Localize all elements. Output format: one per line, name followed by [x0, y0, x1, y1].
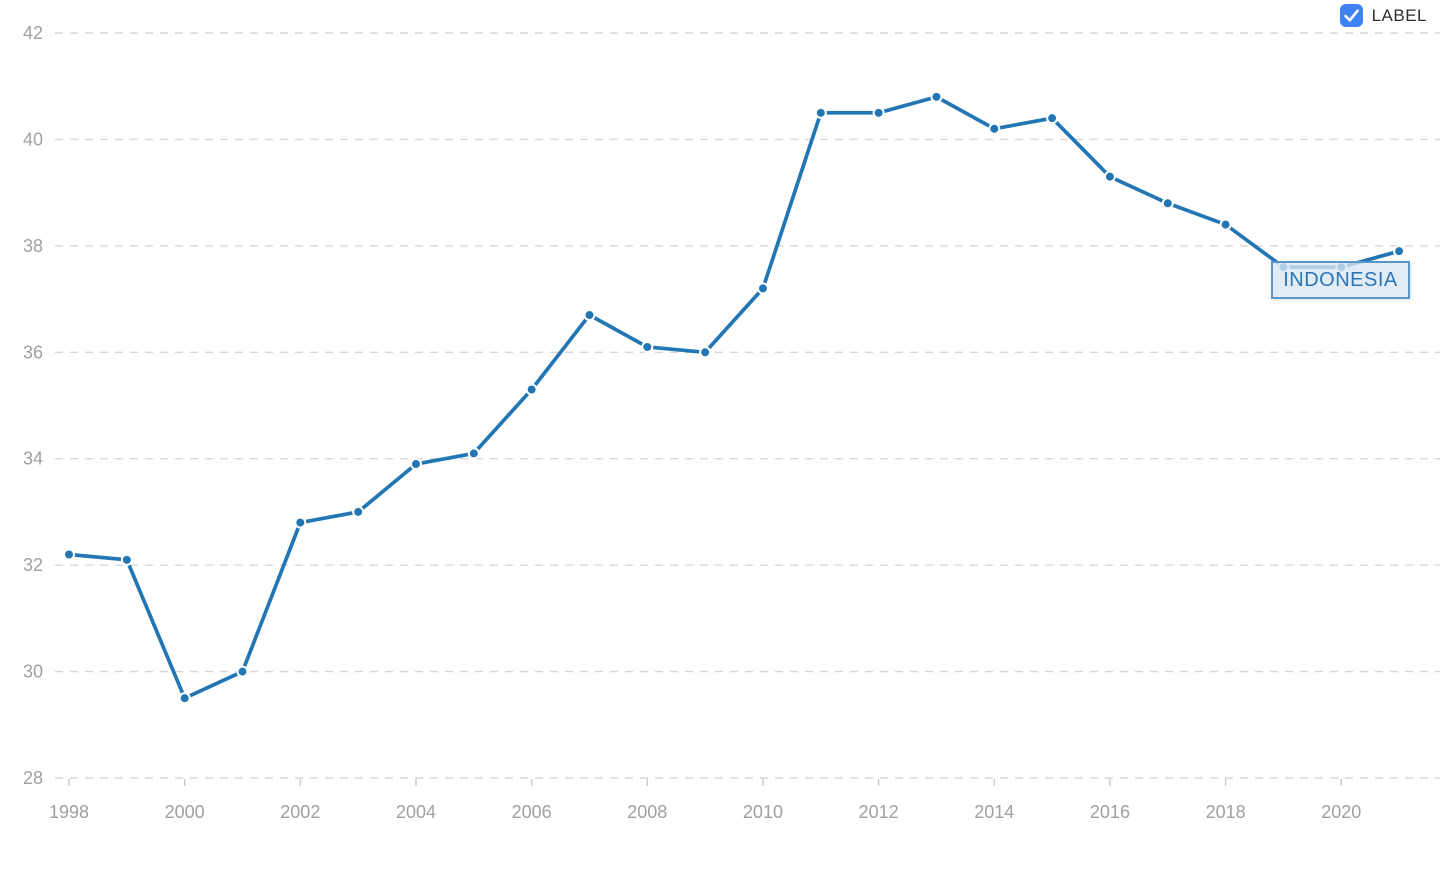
data-point[interactable]: [65, 550, 73, 559]
data-point[interactable]: [354, 507, 363, 516]
checkmark-icon: [1343, 9, 1359, 22]
label-toggle-text: LABEL: [1371, 5, 1427, 25]
data-line[interactable]: [67, 95, 1401, 701]
data-point[interactable]: [411, 460, 420, 469]
data-point[interactable]: [1048, 114, 1057, 123]
y-axis-tick-label: 30: [23, 662, 43, 682]
data-point[interactable]: [932, 92, 941, 101]
label-checkbox[interactable]: [1339, 4, 1363, 27]
y-axis-tick-label: 34: [23, 449, 43, 469]
x-axis-tick-label: 2016: [1090, 802, 1130, 822]
x-axis-tick-label: 2002: [280, 802, 320, 822]
y-axis-tick-label: 32: [23, 555, 43, 575]
data-point[interactable]: [1105, 172, 1114, 181]
y-axis-tick-label: 40: [23, 129, 43, 149]
data-point[interactable]: [238, 667, 247, 676]
x-axis-tick-label: 2012: [859, 802, 899, 822]
data-point[interactable]: [1163, 199, 1172, 208]
x-axis-tick-label: 2020: [1321, 802, 1361, 822]
y-axis-tick-label: 42: [23, 23, 43, 43]
data-point[interactable]: [122, 555, 131, 564]
data-point[interactable]: [585, 311, 594, 320]
x-axis-tick-label: 2000: [165, 802, 205, 822]
x-axis-tick-label: 2018: [1206, 802, 1246, 822]
x-axis-tick-label: 2006: [512, 802, 552, 822]
y-axis-tick-label: 36: [23, 342, 43, 362]
data-point[interactable]: [1221, 220, 1230, 229]
data-point[interactable]: [469, 449, 478, 458]
data-point[interactable]: [758, 284, 767, 293]
data-point[interactable]: [180, 694, 189, 703]
x-axis-tick-label: 2004: [396, 802, 436, 822]
data-point[interactable]: [643, 342, 652, 351]
x-axis-tick-label: 2010: [743, 802, 783, 822]
y-axis-tick-label: 28: [23, 768, 43, 788]
data-point[interactable]: [701, 348, 710, 357]
x-axis-tick-label: 2014: [974, 802, 1014, 822]
data-point[interactable]: [990, 124, 999, 133]
y-axis-tick-label: 38: [23, 236, 43, 256]
data-point[interactable]: [874, 108, 883, 117]
data-point[interactable]: [296, 518, 305, 527]
data-point[interactable]: [1395, 247, 1404, 256]
series-label[interactable]: INDONESIA: [1271, 261, 1410, 299]
data-point[interactable]: [527, 385, 536, 394]
label-toggle[interactable]: LABEL: [1339, 4, 1427, 27]
x-axis-tick-label: 2008: [627, 802, 667, 822]
data-point[interactable]: [816, 108, 825, 117]
x-axis-tick-label: 1998: [49, 802, 89, 822]
